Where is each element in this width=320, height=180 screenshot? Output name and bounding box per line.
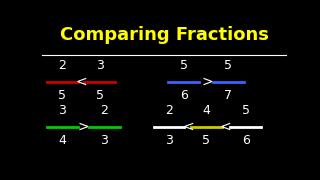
Text: 4: 4 — [58, 134, 66, 147]
Text: 3: 3 — [58, 105, 66, 118]
Text: 6: 6 — [242, 134, 250, 147]
Text: 5: 5 — [202, 134, 210, 147]
Text: 2: 2 — [165, 105, 173, 118]
Text: 5: 5 — [58, 89, 66, 102]
Text: >: > — [77, 120, 89, 134]
Text: 6: 6 — [180, 89, 188, 102]
Text: Comparing Fractions: Comparing Fractions — [60, 26, 268, 44]
Text: 3: 3 — [100, 134, 108, 147]
Text: 5: 5 — [95, 89, 104, 102]
Text: 3: 3 — [165, 134, 173, 147]
Text: <: < — [220, 120, 231, 134]
Text: >: > — [202, 75, 213, 89]
Text: 5: 5 — [225, 59, 232, 73]
Text: 7: 7 — [225, 89, 232, 102]
Text: <: < — [182, 120, 194, 134]
Text: <: < — [75, 75, 87, 89]
Text: 5: 5 — [180, 59, 188, 73]
Text: 4: 4 — [202, 105, 210, 118]
Text: 3: 3 — [96, 59, 103, 73]
Text: 5: 5 — [242, 105, 250, 118]
Text: 2: 2 — [100, 105, 108, 118]
Text: 2: 2 — [58, 59, 66, 73]
